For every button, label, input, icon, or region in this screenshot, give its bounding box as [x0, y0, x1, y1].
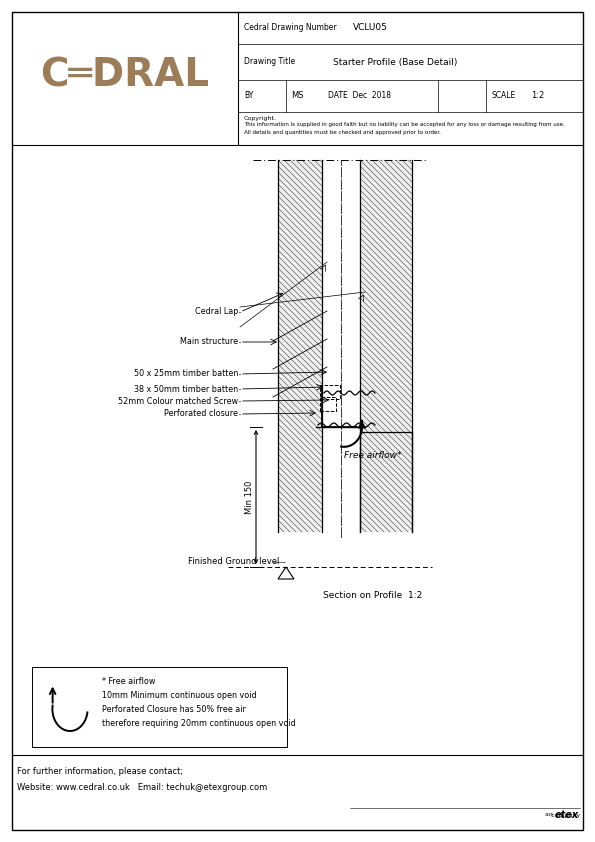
Bar	[360, 432, 412, 532]
Text: Finished Ground level: Finished Ground level	[188, 557, 280, 567]
Text: Section on Profile  1:2: Section on Profile 1:2	[322, 590, 422, 600]
Text: DATE  Dec  2018: DATE Dec 2018	[328, 92, 391, 100]
Text: MS: MS	[291, 92, 303, 100]
Text: Drawing Title: Drawing Title	[244, 57, 295, 67]
Text: Free airflow*: Free airflow*	[344, 450, 402, 460]
Text: SCALE: SCALE	[492, 92, 516, 100]
Text: an: an	[545, 813, 555, 818]
Text: * Free airflow: * Free airflow	[102, 676, 155, 685]
Text: therefore requiring 20mm continuous open void: therefore requiring 20mm continuous open…	[102, 718, 296, 727]
Bar	[278, 160, 322, 532]
Text: Copyright.: Copyright.	[244, 116, 277, 121]
Text: Starter Profile (Base Detail): Starter Profile (Base Detail)	[333, 57, 458, 67]
Text: 10mm Minimum continuous open void: 10mm Minimum continuous open void	[102, 690, 256, 700]
Text: VCLU05: VCLU05	[353, 24, 388, 33]
Text: Cedral Lap: Cedral Lap	[195, 307, 238, 317]
Text: 38 x 50mm timber batten: 38 x 50mm timber batten	[134, 385, 238, 393]
Text: BY: BY	[244, 92, 253, 100]
Text: 1:2: 1:2	[531, 92, 544, 100]
Text: 52mm Colour matched Screw: 52mm Colour matched Screw	[118, 397, 238, 406]
Bar	[32, 667, 287, 747]
Text: Perforated closure: Perforated closure	[164, 409, 238, 418]
Bar	[360, 160, 412, 532]
Text: C═DRAL: C═DRAL	[40, 56, 209, 94]
Text: This information is supplied in good faith but no liability can be accepted for : This information is supplied in good fai…	[244, 122, 565, 135]
Text: Website: www.cedral.co.uk   Email: techuk@etexgroup.com: Website: www.cedral.co.uk Email: techuk@…	[17, 782, 267, 791]
Text: For further information, please contact;: For further information, please contact;	[17, 766, 183, 775]
Text: 50 x 25mm timber batten: 50 x 25mm timber batten	[134, 370, 238, 379]
Text: company: company	[549, 813, 580, 818]
Text: Cedral Drawing Number: Cedral Drawing Number	[244, 24, 337, 33]
Text: etex: etex	[555, 810, 579, 820]
Text: Min 150: Min 150	[245, 480, 253, 514]
Text: Perforated Closure has 50% free air: Perforated Closure has 50% free air	[102, 705, 246, 713]
Text: Main structure: Main structure	[180, 338, 238, 347]
